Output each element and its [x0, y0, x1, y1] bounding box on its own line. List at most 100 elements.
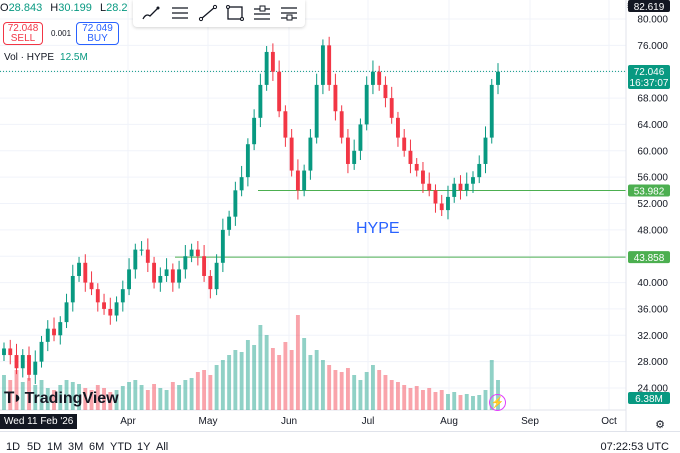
volume-bar — [20, 382, 25, 410]
buy-button[interactable]: 72.049 BUY — [76, 22, 119, 45]
y-tick-label: 28.000 — [637, 357, 668, 368]
candle-body — [227, 216, 232, 230]
candle-body — [283, 111, 288, 138]
candle-body — [421, 170, 425, 184]
lightning-icon[interactable]: ⚡ — [489, 394, 506, 411]
candle-body — [145, 249, 150, 263]
volume-bar — [439, 390, 444, 410]
volume-bar — [314, 350, 319, 410]
y-tick-label: 52.000 — [637, 199, 668, 210]
candle-body — [427, 183, 432, 191]
timeframe-5d[interactable]: 5D — [27, 441, 42, 453]
candle-body — [214, 262, 219, 290]
open-key: O — [0, 2, 9, 14]
support-levels — [0, 70, 626, 258]
candle-body — [220, 229, 225, 263]
volume-bar — [471, 396, 475, 410]
candle-body — [120, 289, 125, 303]
volume-bar — [339, 372, 344, 410]
candle-body — [314, 84, 319, 138]
volume-bar — [239, 352, 244, 410]
candle-body — [277, 71, 282, 112]
volume-bar — [177, 385, 182, 410]
volume-bar — [252, 345, 257, 410]
volume-bars — [2, 315, 500, 410]
level-1-label-text: 53.982 — [634, 186, 665, 197]
volume-bar — [414, 386, 419, 410]
buy-label: BUY — [87, 33, 108, 44]
candle-body — [289, 137, 294, 171]
timeframe-1m[interactable]: 1M — [47, 441, 63, 453]
timeframe-3m[interactable]: 3M — [68, 441, 84, 453]
candle-body — [202, 256, 207, 276]
trend-line-icon[interactable] — [197, 3, 219, 23]
volume-bar — [64, 380, 69, 410]
x-tick-label: Sep — [521, 416, 539, 427]
candle-body — [414, 163, 419, 171]
volume-bar — [33, 385, 38, 410]
candle-body — [458, 183, 463, 191]
volume-bar — [477, 395, 482, 410]
top-price-label-box — [628, 0, 670, 12]
candle-body — [339, 111, 344, 138]
candle-body — [302, 170, 307, 191]
timeframe-all[interactable]: All — [156, 441, 169, 453]
candle-body — [252, 117, 257, 145]
volume-bar — [14, 370, 19, 410]
drawing-toolbar — [133, 0, 305, 27]
sell-button[interactable]: 72.048 SELL — [3, 22, 43, 45]
y-tick-label: 32.000 — [637, 331, 668, 342]
volume-bar — [427, 388, 432, 410]
timeframe-1y[interactable]: 1Y — [137, 441, 151, 453]
level-1-label-box — [628, 184, 670, 197]
volume-legend: Vol · HYPE 12.5M — [4, 52, 88, 63]
long-position-icon[interactable] — [251, 3, 273, 23]
tradingview-logo: T◗ TradingView — [4, 388, 119, 408]
candle-body — [496, 71, 500, 85]
crosshair-date-tag: Wed 11 Feb '26 — [0, 414, 78, 429]
x-tick-label: Jul — [361, 416, 375, 427]
volume-bar — [102, 388, 106, 410]
candle-body — [70, 275, 75, 303]
ohlc-legend: O28.843 H30.199 L28.2 — [0, 2, 133, 14]
candle-body — [8, 348, 13, 356]
volume-bar — [452, 392, 457, 410]
short-position-icon[interactable] — [278, 3, 300, 23]
brush-icon[interactable] — [140, 3, 162, 23]
volume-bar — [377, 370, 382, 410]
volume-bar — [183, 380, 188, 410]
tradingview-mark-icon: T◗ — [4, 388, 23, 407]
volume-bar — [158, 388, 163, 410]
candle-body — [177, 269, 182, 283]
volume-bar — [2, 375, 6, 410]
open-value: 28.843 — [8, 2, 43, 14]
volume-bar — [483, 390, 488, 410]
timeframe-1d[interactable]: 1D — [6, 441, 21, 453]
volume-bar — [264, 335, 269, 410]
sell-price: 72.048 — [7, 23, 39, 34]
candle-body — [383, 84, 388, 99]
candle-body — [108, 308, 113, 316]
volume-bar — [308, 355, 313, 410]
timeframe-6m[interactable]: 6M — [89, 441, 105, 453]
low-value: 28.2 — [106, 2, 128, 14]
x-tick-label: Aug — [440, 416, 458, 427]
candle-body — [195, 249, 200, 257]
y-tick-label: 24.000 — [637, 384, 668, 395]
candle-body — [127, 269, 132, 290]
candle-body — [464, 183, 469, 191]
candle-body — [208, 275, 213, 290]
utc-clock[interactable]: 07:22:53 UTC — [600, 441, 669, 453]
timeframe-bar: 1D 5D 1M 3M 6M YTD 1Y All 07:22:53 UTC — [0, 431, 680, 453]
rectangle-icon[interactable] — [224, 3, 246, 23]
y-tick-label: 56.000 — [637, 173, 668, 184]
volume-bar — [489, 360, 494, 410]
volume-label: Vol · HYPE — [4, 52, 55, 63]
volume-bar — [245, 340, 250, 410]
candle-body — [258, 84, 263, 118]
timeframe-ytd[interactable]: YTD — [110, 441, 132, 453]
horizontal-lines-icon[interactable] — [169, 3, 191, 23]
candle-body — [245, 144, 250, 178]
volume-bar — [164, 390, 169, 410]
